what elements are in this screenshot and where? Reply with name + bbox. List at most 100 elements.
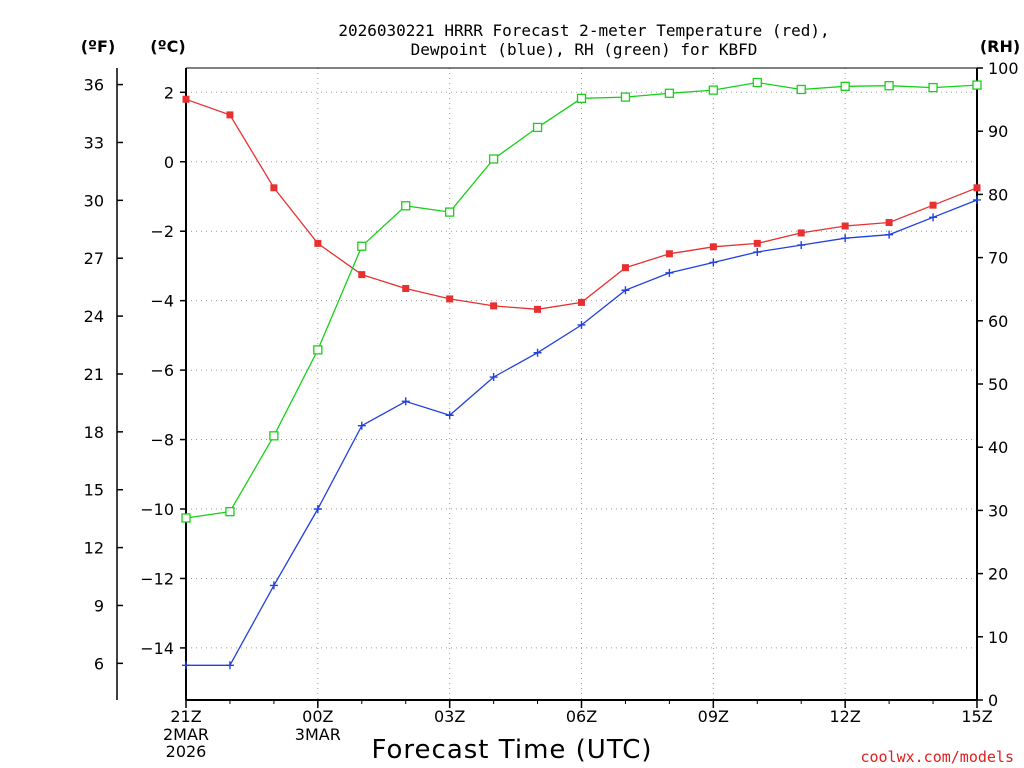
dewpoint-point — [885, 230, 894, 239]
grid-lines — [186, 68, 977, 700]
rh-point — [269, 431, 279, 441]
fahrenheit-tick-label: 24 — [84, 307, 104, 326]
temperature-point — [402, 285, 410, 293]
dewpoint-line — [186, 199, 978, 666]
rh-point — [620, 92, 631, 102]
dewpoint-point — [401, 397, 410, 406]
temperature-point — [841, 222, 849, 230]
x-tick-label: 06Z — [566, 707, 597, 726]
celsius-tick-label: 0 — [164, 153, 174, 172]
temperature-point — [534, 305, 542, 313]
dewpoint-point — [357, 421, 366, 430]
fahrenheit-tick-label: 27 — [84, 249, 104, 268]
x-tick-label: 00Z — [302, 707, 333, 726]
rh-point — [181, 513, 191, 523]
dewpoint-point — [577, 320, 586, 329]
x-tick-label: 15Z — [961, 707, 992, 726]
temperature-point — [753, 239, 761, 247]
temperature-line — [185, 98, 978, 310]
temperature-point — [885, 219, 893, 227]
fahrenheit-tick-label: 33 — [84, 133, 104, 152]
credit-text: coolwx.com/models — [860, 748, 1014, 766]
rh-point — [401, 201, 411, 211]
rh-tick-label: 10 — [988, 628, 1008, 647]
dewpoint-point — [225, 661, 234, 670]
dewpoint-point — [445, 411, 454, 420]
rh-tick-label: 60 — [988, 312, 1008, 331]
fahrenheit-tick-label: 12 — [84, 539, 104, 558]
x-tick-label: 03Z — [434, 707, 465, 726]
dewpoint-point — [753, 248, 762, 257]
rh-point — [357, 241, 367, 251]
x-axis-title: Forecast Time (UTC) — [371, 735, 652, 765]
x-tick-date-label: 2MAR — [163, 725, 209, 744]
dewpoint-point — [797, 241, 806, 250]
temperature-point — [182, 95, 190, 103]
temperature-point — [490, 302, 498, 310]
rh-point — [928, 82, 938, 93]
x-tick-label: 09Z — [698, 707, 729, 726]
dewpoint-point — [269, 581, 278, 590]
fahrenheit-tick-label: 21 — [84, 365, 104, 384]
temperature-point — [973, 184, 981, 192]
rh-tick-label: 30 — [988, 501, 1008, 520]
celsius-tick-label: −10 — [140, 500, 174, 519]
rh-axis-unit: (RH) — [980, 37, 1020, 56]
rh-point — [840, 81, 850, 91]
celsius-tick-label: −2 — [150, 222, 174, 241]
series-rh — [181, 77, 982, 523]
rh-point — [796, 84, 806, 95]
series-dewpoint — [182, 195, 981, 670]
x-tick-date-label: 2026 — [166, 742, 207, 761]
temperature-point — [314, 239, 322, 247]
dewpoint-point — [841, 234, 850, 243]
rh-point — [576, 93, 587, 103]
temperature-point — [709, 243, 717, 251]
rh-point — [445, 207, 455, 217]
rh-tick-label: 70 — [988, 249, 1008, 268]
temperature-point — [446, 295, 454, 303]
temperature-point — [226, 111, 234, 119]
dewpoint-point — [973, 195, 981, 204]
rh-tick-label: 40 — [988, 438, 1008, 457]
temperature-point — [929, 201, 937, 209]
rh-tick-label: 100 — [988, 59, 1019, 78]
x-tick-label: 21Z — [170, 707, 201, 726]
fahrenheit-tick-label: 6 — [94, 654, 104, 673]
rh-point — [313, 345, 323, 355]
rh-tick-label: 0 — [988, 691, 998, 710]
celsius-tick-label: 2 — [164, 83, 174, 102]
series-temperature — [182, 95, 981, 313]
rh-point — [488, 154, 499, 164]
tick-labels: 20−2−4−6−8−10−12−14363330272421181512961… — [84, 59, 1019, 761]
rh-point — [664, 88, 675, 98]
title-line-2: Dewpoint (blue), RH (green) for KBFD — [411, 40, 758, 59]
dewpoint-point — [709, 258, 718, 267]
rh-point — [884, 81, 894, 91]
data-series — [181, 77, 982, 670]
temperature-point — [797, 229, 805, 237]
rh-point — [708, 85, 718, 95]
x-tick-label: 12Z — [830, 707, 861, 726]
rh-tick-label: 50 — [988, 375, 1008, 394]
rh-point — [225, 507, 235, 517]
fahrenheit-tick-label: 30 — [84, 191, 104, 210]
dewpoint-point — [182, 661, 190, 670]
temperature-point — [621, 264, 629, 272]
temperature-point — [578, 298, 585, 306]
celsius-axis-unit: (ºC) — [150, 37, 185, 56]
axes — [116, 67, 983, 708]
celsius-tick-label: −14 — [140, 639, 174, 658]
title-line-1: 2026030221 HRRR Forecast 2-meter Tempera… — [338, 21, 829, 40]
celsius-tick-label: −4 — [150, 292, 174, 311]
dewpoint-point — [313, 505, 322, 514]
rh-point — [532, 122, 543, 133]
temperature-point — [665, 250, 673, 258]
rh-tick-label: 80 — [988, 185, 1008, 204]
temperature-point — [270, 184, 278, 192]
dewpoint-point — [665, 268, 674, 277]
rh-tick-label: 20 — [988, 565, 1008, 584]
fahrenheit-tick-label: 9 — [94, 596, 104, 615]
rh-tick-label: 90 — [988, 122, 1008, 141]
